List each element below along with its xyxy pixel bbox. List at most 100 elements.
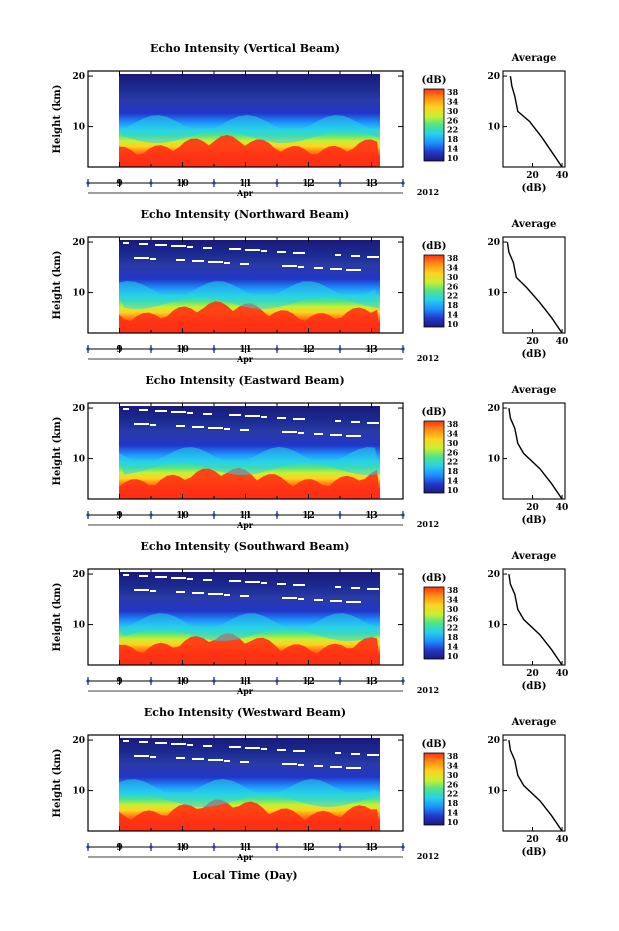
- missing-data-gap: [367, 256, 379, 258]
- colorbar-tick-label: 30: [447, 604, 459, 614]
- y-axis-label: Height (km): [52, 583, 63, 652]
- colorbar-tick-label: 22: [447, 623, 458, 633]
- day-tick-label: 9: [116, 677, 122, 687]
- missing-data-gap: [187, 412, 193, 414]
- missing-data-gap: [150, 258, 156, 260]
- missing-data-gap: [155, 244, 167, 246]
- missing-data-gap: [229, 414, 241, 416]
- surface-echo-layer: [119, 633, 380, 665]
- average-axes-frame: [502, 734, 566, 832]
- date-axis-marker: [401, 347, 405, 351]
- date-axis-marker: [275, 181, 279, 185]
- average-x-tick-label: 20: [526, 337, 539, 347]
- average-x-tick-label: 40: [556, 669, 569, 679]
- day-tick-label: 9: [116, 843, 122, 853]
- missing-data-gap: [240, 595, 249, 597]
- missing-data-gap: [298, 266, 304, 268]
- panel-4: Echo Intensity (Southward Beam) 20 10 Heigh…: [52, 540, 568, 696]
- colorbar: [423, 586, 445, 660]
- date-axis-marker: [86, 845, 90, 849]
- heatmap: [119, 738, 380, 831]
- y-tick-label: 20: [72, 570, 85, 580]
- y-axis-label: Height (km): [52, 251, 63, 320]
- missing-data-gap: [134, 589, 149, 591]
- average-profile-line: [508, 407, 563, 500]
- colorbar-tick-label: 10: [447, 319, 459, 329]
- date-axis-marker: [86, 181, 90, 185]
- colorbar-tick-label: 30: [447, 770, 459, 780]
- missing-data-gap: [277, 417, 286, 419]
- missing-data-gap: [134, 755, 149, 757]
- colorbar-unit: (dB): [422, 241, 447, 252]
- y-tick-label: 20: [72, 404, 85, 414]
- colorbar-tick-label: 14: [447, 808, 459, 818]
- missing-data-gap: [123, 242, 129, 244]
- mid-echo-layer: [119, 613, 380, 641]
- missing-data-gap: [367, 422, 379, 424]
- missing-data-gap: [367, 754, 379, 756]
- missing-data-gap: [123, 740, 129, 742]
- average-y-tick-label: 20: [487, 72, 500, 82]
- missing-data-gap: [335, 254, 341, 256]
- missing-data-gap: [150, 756, 156, 758]
- colorbar-tick-label: 30: [447, 106, 459, 116]
- colorbar-tick-label: 26: [447, 115, 459, 125]
- month-label: Apr: [236, 686, 254, 696]
- panel-3: Echo Intensity (Eastward Beam) 20 10 Height…: [52, 374, 568, 530]
- date-axis-marker: [149, 181, 153, 185]
- average-profile-line: [509, 75, 563, 168]
- missing-data-gap: [293, 418, 305, 420]
- day-tick-label: 11: [239, 179, 252, 189]
- y-axis-label: Height (km): [52, 749, 63, 818]
- month-label: Apr: [236, 354, 254, 364]
- date-axis-marker: [212, 845, 216, 849]
- missing-data-gap: [139, 575, 148, 577]
- day-tick-label: 12: [302, 179, 315, 189]
- missing-data-gap: [261, 416, 267, 418]
- colorbar-tick-label: 18: [447, 300, 459, 310]
- colorbar-tick-label: 38: [447, 253, 459, 263]
- missing-data-gap: [245, 747, 260, 749]
- average-x-tick-label: 20: [526, 503, 539, 513]
- date-axis-marker: [149, 347, 153, 351]
- missing-data-gap: [330, 600, 342, 602]
- y-tick-label: 10: [72, 123, 85, 133]
- colorbar-tick-label: 14: [447, 144, 459, 154]
- missing-data-gap: [240, 429, 249, 431]
- average-x-label: (dB): [522, 515, 547, 526]
- day-tick-label: 13: [365, 345, 378, 355]
- missing-data-gap: [314, 765, 323, 767]
- colorbar-tick-label: 10: [447, 485, 459, 495]
- date-axis-marker: [338, 513, 342, 517]
- missing-data-gap: [351, 587, 360, 589]
- day-tick-label: 10: [176, 677, 189, 687]
- colorbar-unit: (dB): [422, 407, 447, 418]
- missing-data-gap: [139, 243, 148, 245]
- missing-data-gap: [224, 594, 230, 596]
- average-x-tick-label: 40: [556, 503, 569, 513]
- average-y-tick-label: 20: [487, 736, 500, 746]
- missing-data-gap: [134, 423, 149, 425]
- date-axis-marker: [275, 513, 279, 517]
- panel-title: Echo Intensity (Northward Beam): [141, 208, 350, 221]
- average-title: Average: [511, 219, 557, 230]
- missing-data-gap: [150, 590, 156, 592]
- colorbar-tick-label: 22: [447, 125, 458, 135]
- missing-data-gap: [203, 413, 212, 415]
- colorbar-tick-label: 26: [447, 447, 459, 457]
- missing-data-gap: [277, 251, 286, 253]
- colorbar-tick-label: 14: [447, 476, 459, 486]
- missing-data-gap: [346, 435, 361, 437]
- y-tick-label: 20: [72, 72, 85, 82]
- average-y-tick-label: 20: [487, 238, 500, 248]
- average-x-label: (dB): [522, 183, 547, 194]
- missing-data-gap: [139, 409, 148, 411]
- y-tick-label: 10: [72, 621, 85, 631]
- missing-data-gap: [139, 741, 148, 743]
- year-label: 2012: [417, 519, 439, 529]
- missing-data-gap: [245, 415, 260, 417]
- date-axis-marker: [338, 181, 342, 185]
- day-tick-label: 10: [176, 179, 189, 189]
- colorbar: [423, 88, 445, 162]
- panel-title: Echo Intensity (Eastward Beam): [145, 374, 344, 387]
